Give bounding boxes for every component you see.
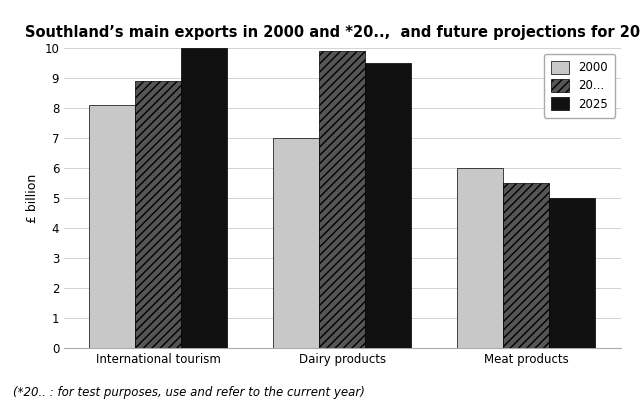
Legend: 2000, 20..., 2025: 2000, 20..., 2025 [544, 54, 615, 118]
Bar [365, 63, 412, 348]
Y-axis label: £ billion: £ billion [26, 173, 38, 223]
Bar [550, 198, 595, 348]
Text: Southland’s main exports in 2000 and *20..,  and future projections for 2025: Southland’s main exports in 2000 and *20… [25, 25, 640, 40]
Bar [319, 51, 365, 348]
Bar [90, 105, 135, 348]
Bar [135, 81, 181, 348]
Bar [504, 183, 550, 348]
Text: (*20.. : for test purposes, use and refer to the current year): (*20.. : for test purposes, use and refe… [13, 386, 365, 399]
Bar [181, 48, 227, 348]
Bar [458, 168, 504, 348]
Bar [273, 138, 319, 348]
